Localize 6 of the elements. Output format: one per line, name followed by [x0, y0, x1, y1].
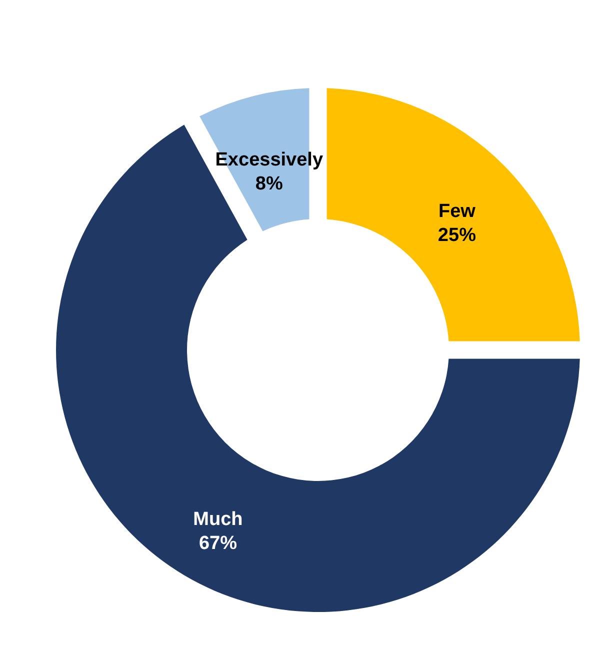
data-label: 67%	[198, 533, 238, 554]
slice-label: Excessively	[215, 150, 324, 171]
slice-label: Much	[193, 509, 243, 530]
slice-label: Few	[438, 201, 476, 222]
data-label: 25%	[438, 225, 476, 246]
data-label: 8%	[255, 174, 283, 195]
